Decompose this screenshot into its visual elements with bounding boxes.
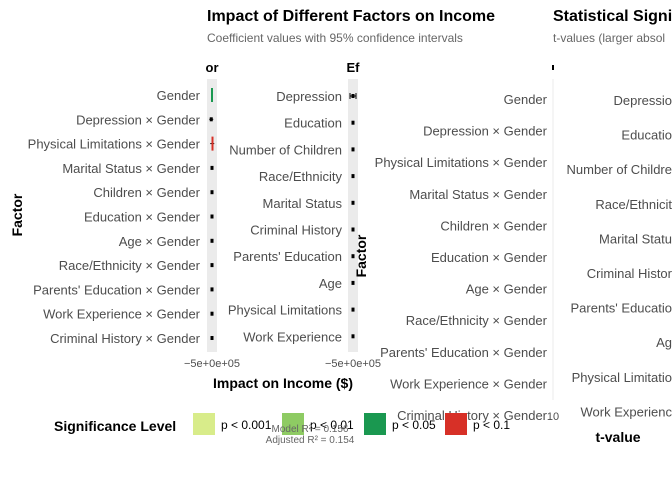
panel3-right-category-label: Marital Statu	[599, 231, 672, 246]
coefficient-point	[210, 190, 214, 195]
panel3-right-category-label: Work Experienc	[580, 404, 672, 419]
panel3-x-axis-title: t-value	[595, 429, 640, 445]
model-r2-caption: Model R² = 0.156	[272, 424, 349, 435]
panel3-right-category-label: Depressio	[613, 93, 672, 108]
coefficient-point	[210, 336, 214, 340]
panel3-left-category-label: Depression × Gender	[423, 124, 548, 139]
panel2-category-label: Number of Children	[229, 142, 342, 157]
interaction-coefficient-panel: or Gender Depression × Gender Physical Lim…	[9, 60, 240, 370]
panel3-right-category-label: Race/Ethnicit	[595, 197, 672, 212]
panel3-right-category-label: Ag	[656, 335, 672, 350]
coefficient-point	[351, 307, 355, 312]
legend-label: p < 0.1	[473, 418, 510, 432]
panel2-category-label: Work Experience	[243, 329, 342, 344]
coefficient-point	[210, 214, 214, 219]
panel3-left-category-label: Work Experience × Gender	[390, 376, 548, 391]
legend-label: p < 0.01	[310, 418, 354, 432]
panel1-x-tick-labels: −5e+0e+05	[184, 358, 240, 370]
legend-label: p < 0.05	[392, 418, 436, 432]
adjusted-r2-caption: Adjusted R² = 0.154	[266, 435, 355, 446]
panel3-x-tick-label: 10	[547, 411, 559, 423]
panel3-strip-mark	[552, 65, 554, 70]
panel2-category-label: Age	[319, 276, 342, 291]
significance-legend: Significance Level p < 0.001 p < 0.01 p < …	[54, 413, 510, 435]
coefficient-point	[210, 263, 214, 268]
panel1-category-label: Race/Ethnicity × Gender	[59, 258, 201, 273]
panel3-left-category-label: Criminal History × Gender	[397, 408, 548, 423]
panel3-left-category-label: Education × Gender	[431, 250, 548, 265]
legend-label: p < 0.001	[221, 418, 272, 432]
coefficient-point	[351, 120, 355, 125]
panel3-right-category-label: Educatio	[621, 128, 672, 143]
coefficient-point	[351, 254, 355, 259]
x-axis-title: Impact on Income ($)	[213, 375, 353, 391]
panel2-category-label: Race/Ethnicity	[259, 169, 343, 184]
coefficient-point	[211, 88, 213, 102]
panel1-strip-label: or	[206, 60, 219, 75]
panel2-category-label: Depression	[276, 89, 342, 104]
panel1-category-label: Age × Gender	[119, 234, 201, 249]
chart-subtitle: Coefficient values with 95% confidence i…	[207, 31, 463, 45]
coefficient-point	[351, 200, 355, 205]
panel1-category-label: Depression × Gender	[76, 112, 201, 127]
legend-swatch	[193, 413, 215, 435]
coefficient-point	[351, 227, 355, 232]
coefficient-point	[210, 287, 214, 292]
coefficient-point	[211, 136, 214, 151]
legend-swatch	[445, 413, 467, 435]
panel1-y-axis-title: Factor	[9, 193, 25, 236]
coefficient-point	[351, 94, 355, 98]
panel1-category-label: Gender	[157, 88, 201, 103]
panel2-category-label: Criminal History	[250, 223, 342, 238]
coefficient-point	[351, 334, 355, 339]
panel2-category-label: Parents' Education	[233, 249, 342, 264]
panel2-x-tick-labels: −5e+0e+05	[325, 358, 381, 370]
chart-title: Impact of Different Factors on Income	[207, 8, 495, 25]
right-chart-subtitle: t-values (larger absol	[553, 31, 665, 45]
panel1-category-label: Criminal History × Gender	[50, 331, 201, 346]
legend-title: Significance Level	[54, 418, 176, 434]
coefficient-point	[351, 147, 355, 152]
legend-swatch	[364, 413, 386, 435]
coefficient-point	[210, 165, 214, 170]
panel3-left-category-label: Race/Ethnicity × Gender	[406, 313, 548, 328]
panel2-category-label: Education	[284, 116, 342, 131]
legend-swatch	[282, 413, 304, 435]
right-chart-title: Statistical Signi	[553, 8, 672, 25]
panel2-category-label: Physical Limitations	[228, 303, 343, 318]
panel3-right-category-label: Physical Limitatio	[572, 370, 672, 385]
panel3-left-category-label: Children × Gender	[440, 218, 547, 233]
panel3-left-category-label: Age × Gender	[466, 282, 548, 297]
panel2-category-label: Marital Status	[263, 196, 343, 211]
panel1-category-label: Education × Gender	[84, 210, 201, 225]
coefficient-point	[210, 311, 214, 316]
panel3-left-category-label: Parents' Education × Gender	[380, 345, 548, 360]
panel2-background	[348, 79, 358, 352]
panel1-category-label: Parents' Education × Gender	[33, 282, 201, 297]
panel3-right-category-label: Criminal Histor	[587, 266, 672, 281]
coefficient-point	[209, 117, 213, 122]
panel1-category-label: Marital Status × Gender	[62, 161, 200, 176]
panel3-left-category-label: Gender	[504, 92, 548, 107]
coefficient-point	[210, 238, 214, 243]
panel2-strip-label: Ef	[347, 60, 361, 75]
panel1-category-label: Physical Limitations × Gender	[28, 137, 201, 152]
main-effect-coefficient-panel: Ef Depression Education Number of Children…	[228, 60, 381, 370]
panel1-category-label: Children × Gender	[93, 185, 200, 200]
panel3-left-category-label: Marital Status × Gender	[409, 187, 547, 202]
coefficient-point	[351, 280, 355, 285]
panel3-right-category-label: Number of Childre	[567, 162, 672, 177]
coefficient-point	[351, 174, 355, 179]
panel3-y-axis-title: Factor	[353, 234, 369, 277]
panel3-left-category-label: Physical Limitations × Gender	[375, 155, 548, 170]
t-value-panel: Gender Depression × Gender Physical Limita…	[353, 65, 672, 445]
panel1-category-label: Work Experience × Gender	[43, 307, 201, 322]
panel3-right-category-label: Parents' Educatio	[571, 301, 672, 316]
